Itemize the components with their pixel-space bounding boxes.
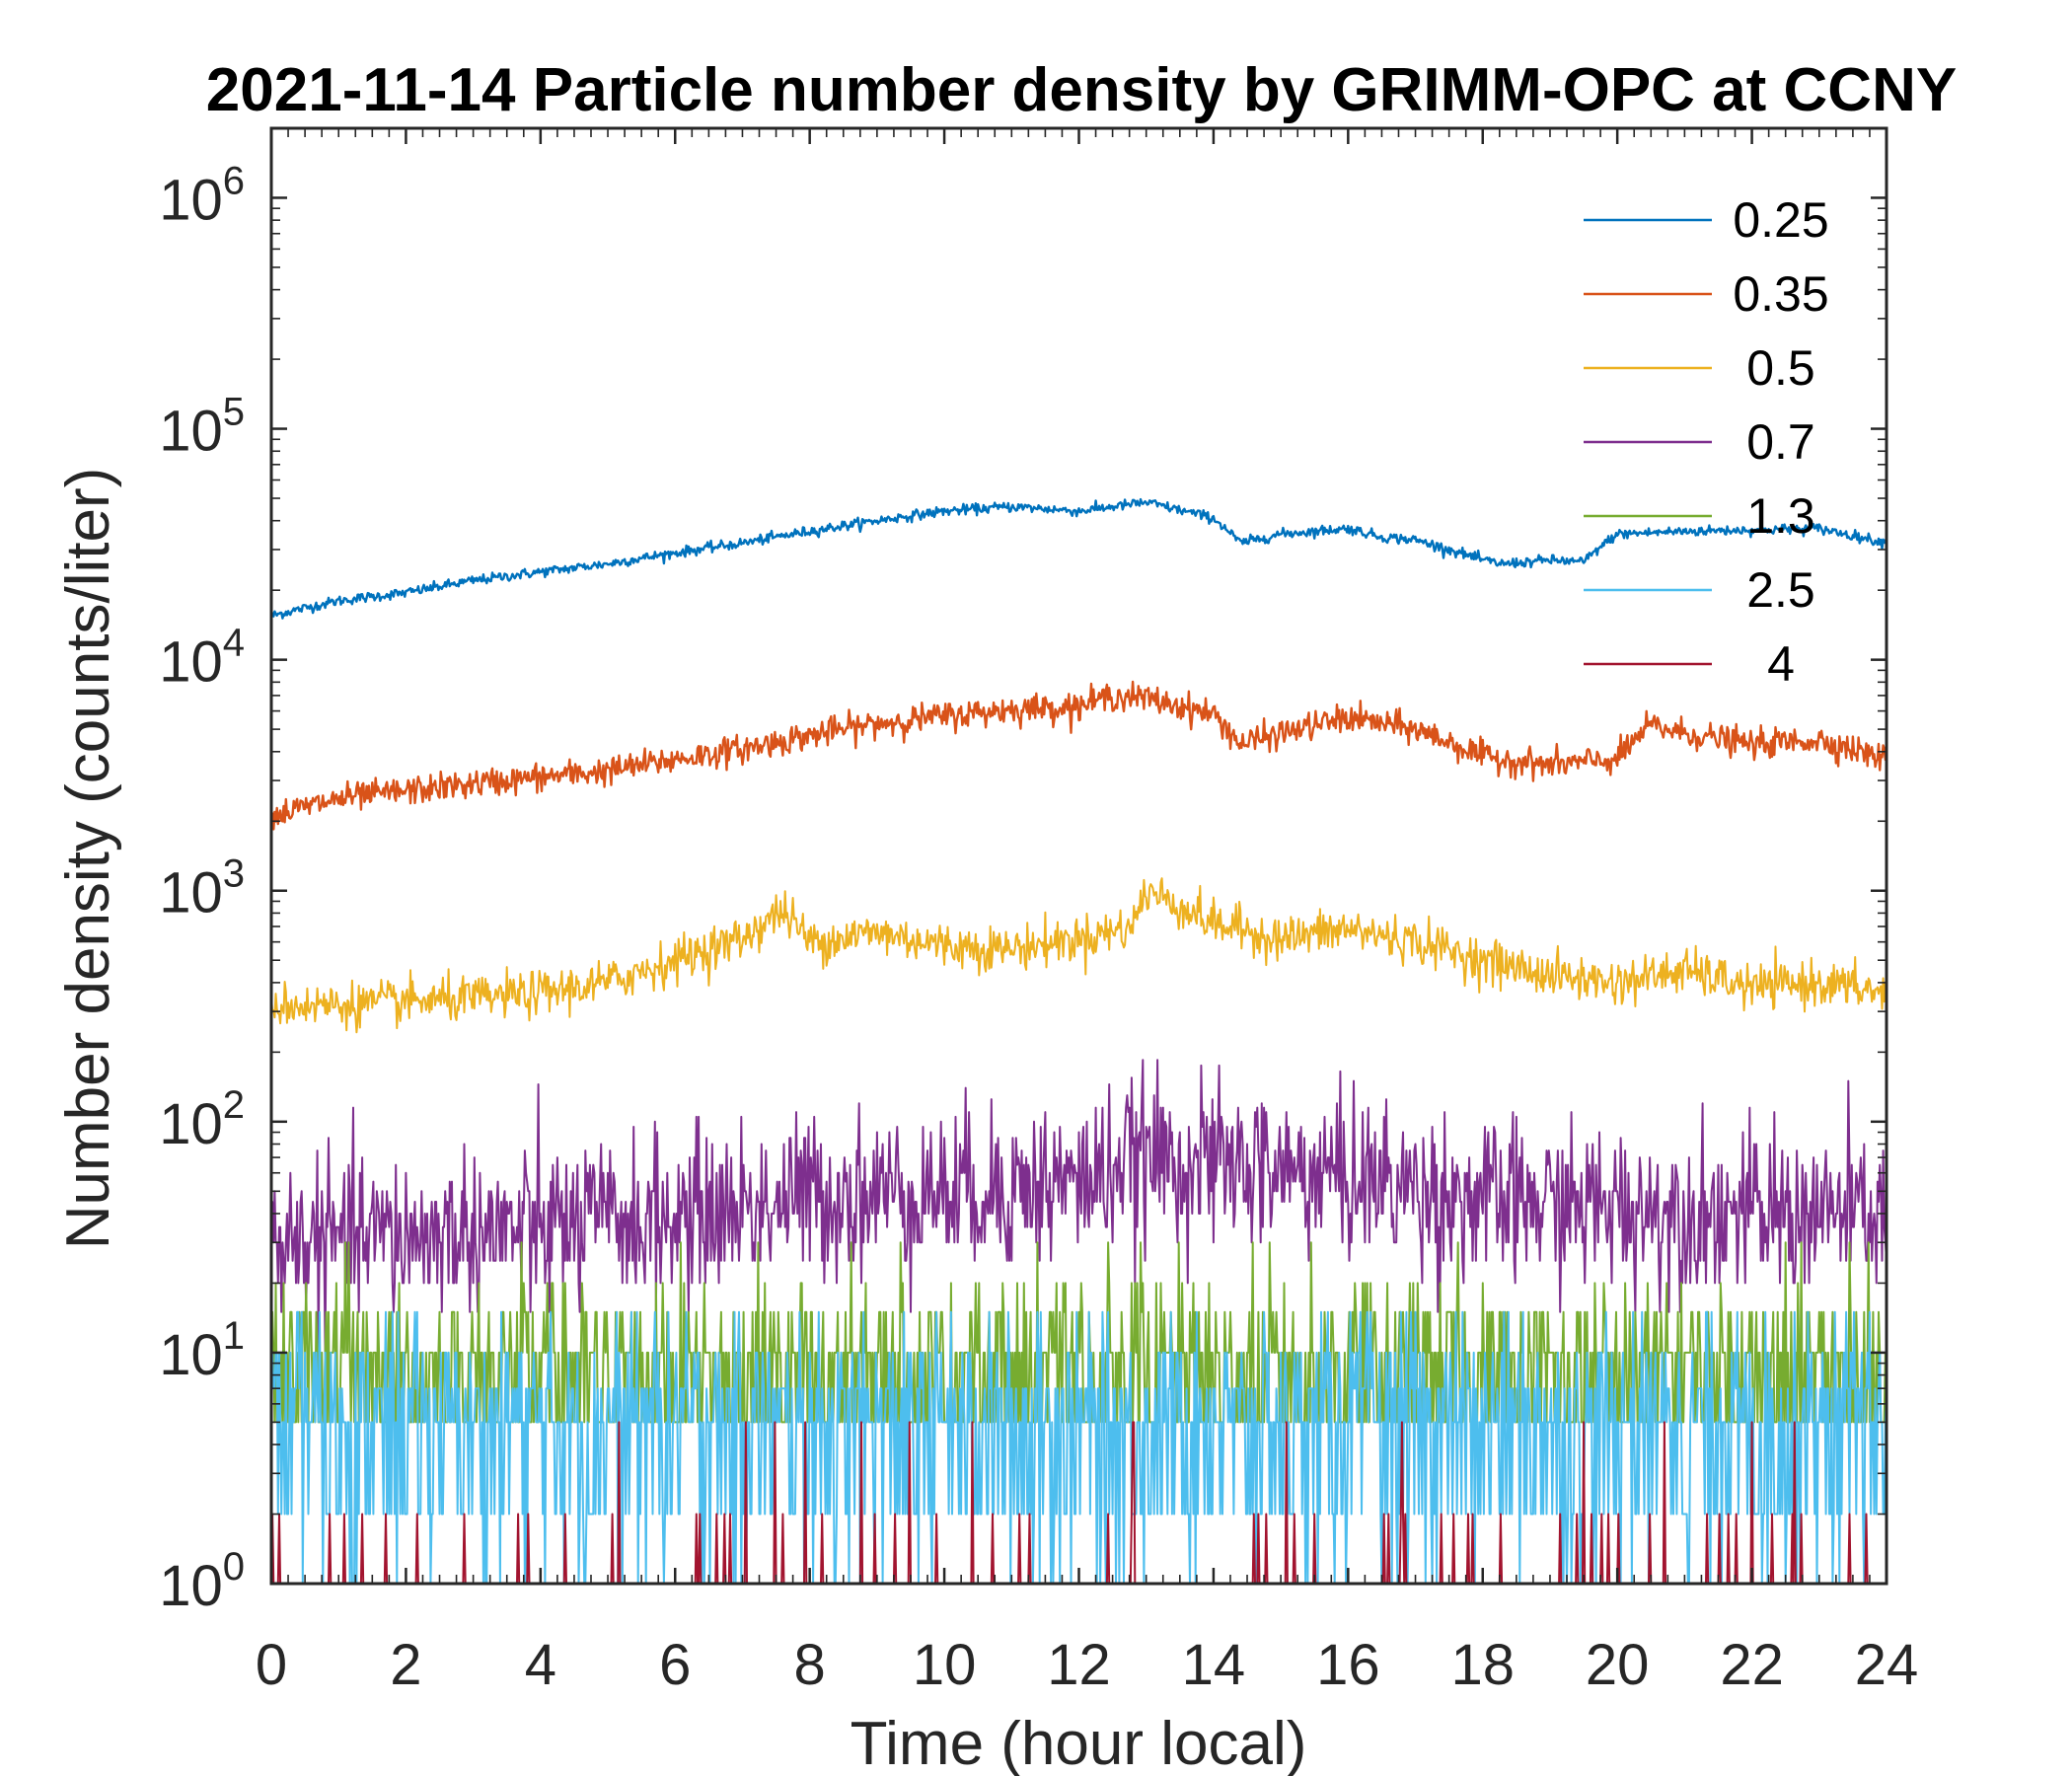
x-tick-labels: 0 2 4 6 8 10 12 14 16 18 20 22 24 bbox=[256, 1633, 1918, 1697]
x-tick-label: 20 bbox=[1586, 1633, 1650, 1697]
y-tick-label: 105 bbox=[159, 391, 245, 464]
y-tick-labels: 100 101 102 103 104 105 106 bbox=[159, 159, 245, 1618]
legend-label-1.3: 1.3 bbox=[1746, 488, 1815, 544]
x-tick-label: 18 bbox=[1450, 1633, 1515, 1697]
y-tick-label: 104 bbox=[159, 622, 245, 695]
legend: 0.25 0.35 0.5 0.7 1.3 2.5 4 bbox=[1584, 192, 1829, 692]
y-tick-label: 106 bbox=[159, 159, 245, 232]
y-axis-label: Number density (counts/liter) bbox=[54, 468, 122, 1250]
y-tick-label: 101 bbox=[159, 1314, 245, 1387]
series-line-0.5 bbox=[271, 877, 1887, 1034]
legend-label-4: 4 bbox=[1767, 636, 1795, 692]
x-tick-label: 22 bbox=[1720, 1633, 1784, 1697]
y-tick-label: 100 bbox=[159, 1545, 245, 1618]
series-line-2.5 bbox=[271, 1310, 1887, 1584]
x-tick-label: 14 bbox=[1182, 1633, 1246, 1697]
x-tick-label: 4 bbox=[525, 1633, 556, 1697]
x-tick-label: 2 bbox=[390, 1633, 421, 1697]
legend-label-2.5: 2.5 bbox=[1746, 562, 1815, 618]
x-tick-label: 16 bbox=[1316, 1633, 1380, 1697]
y-tick-label: 102 bbox=[159, 1083, 245, 1156]
x-tick-label: 6 bbox=[659, 1633, 691, 1697]
x-tick-label: 12 bbox=[1047, 1633, 1111, 1697]
x-tick-label: 10 bbox=[913, 1633, 977, 1697]
y-tick-label: 103 bbox=[159, 852, 245, 925]
axis-ticks bbox=[269, 127, 1888, 1586]
legend-label-0.35: 0.35 bbox=[1733, 266, 1828, 322]
series-line-0.35 bbox=[271, 680, 1887, 831]
legend-label-0.5: 0.5 bbox=[1746, 340, 1815, 396]
x-tick-label: 8 bbox=[794, 1633, 826, 1697]
series-layer bbox=[271, 497, 1887, 1584]
x-tick-label: 0 bbox=[256, 1633, 287, 1697]
series-line-0.7 bbox=[271, 1059, 1887, 1354]
x-tick-label: 24 bbox=[1855, 1633, 1919, 1697]
x-axis-label: Time (hour local) bbox=[851, 1710, 1307, 1776]
legend-label-0.25: 0.25 bbox=[1733, 192, 1828, 248]
chart-title: 2021-11-14 Particle number density by GR… bbox=[206, 56, 1957, 124]
series-line-0.25 bbox=[271, 497, 1887, 620]
legend-label-0.7: 0.7 bbox=[1746, 414, 1815, 470]
